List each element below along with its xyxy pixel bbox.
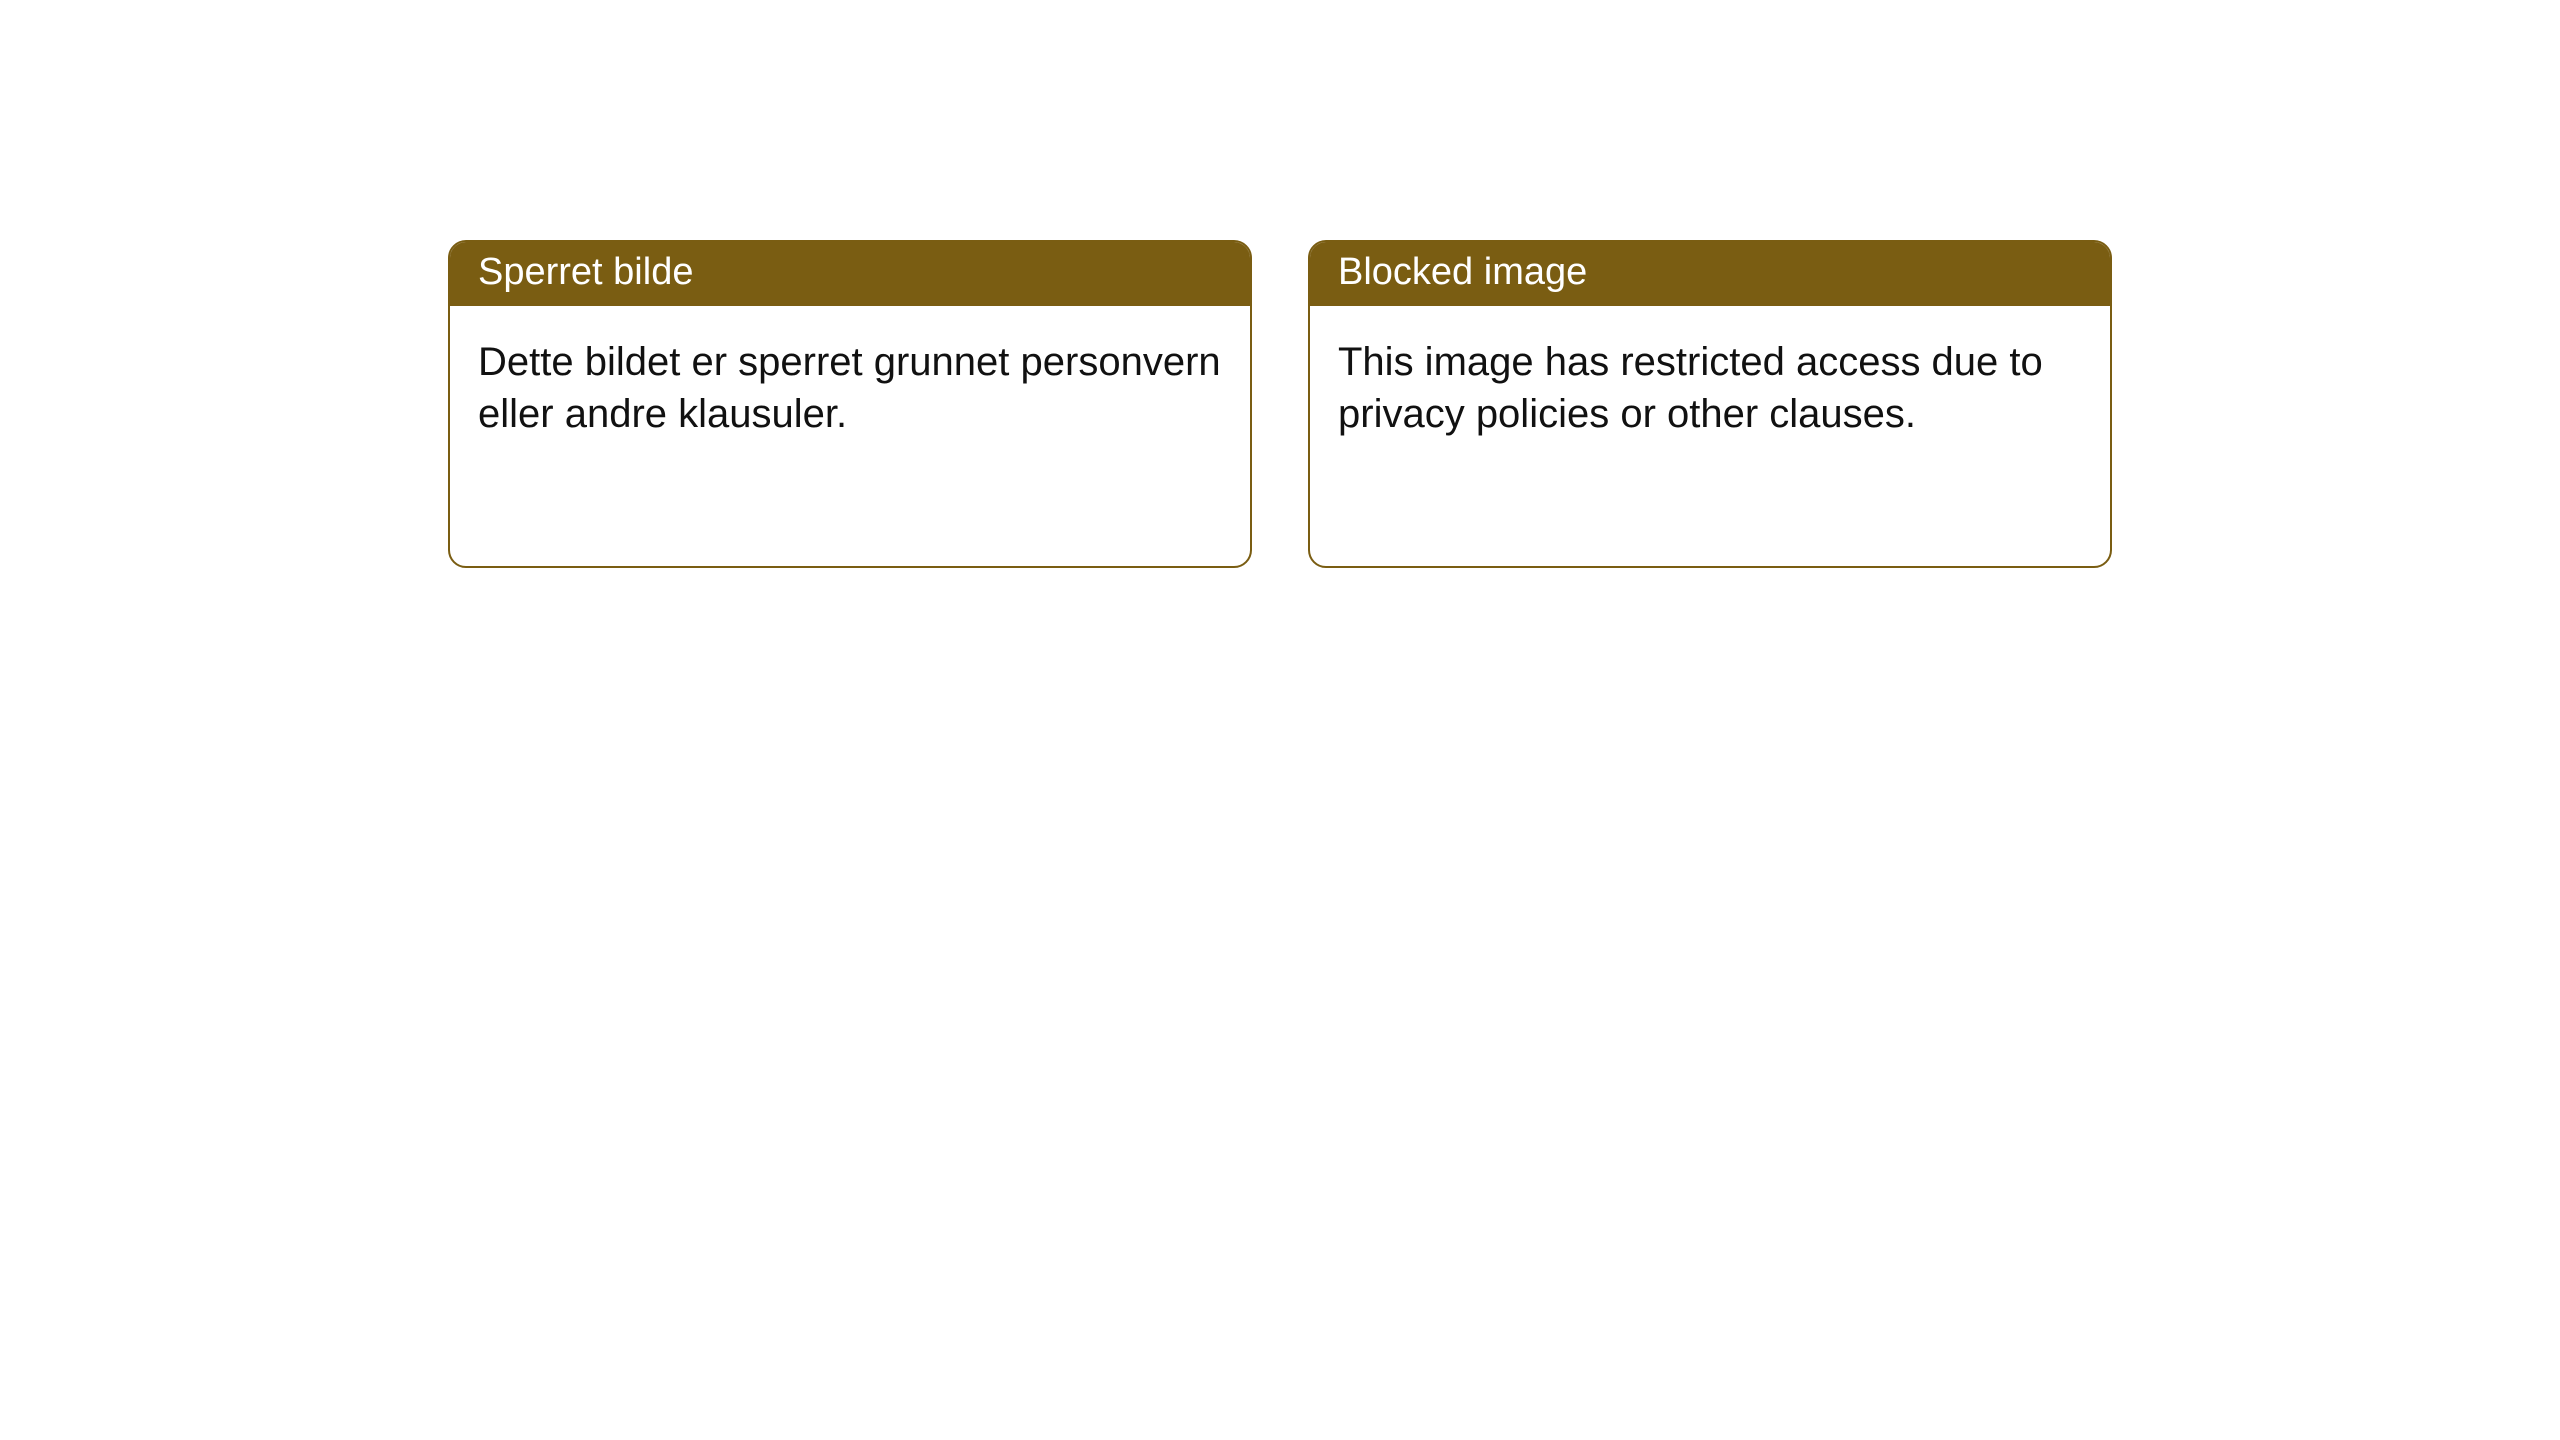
notice-title-no: Sperret bilde bbox=[450, 242, 1250, 306]
notice-title-en: Blocked image bbox=[1310, 242, 2110, 306]
notice-card-no: Sperret bilde Dette bildet er sperret gr… bbox=[448, 240, 1252, 568]
notice-card-en: Blocked image This image has restricted … bbox=[1308, 240, 2112, 568]
notice-body-en: This image has restricted access due to … bbox=[1310, 306, 2110, 566]
notice-body-no: Dette bildet er sperret grunnet personve… bbox=[450, 306, 1250, 566]
notice-container: Sperret bilde Dette bildet er sperret gr… bbox=[0, 0, 2560, 568]
